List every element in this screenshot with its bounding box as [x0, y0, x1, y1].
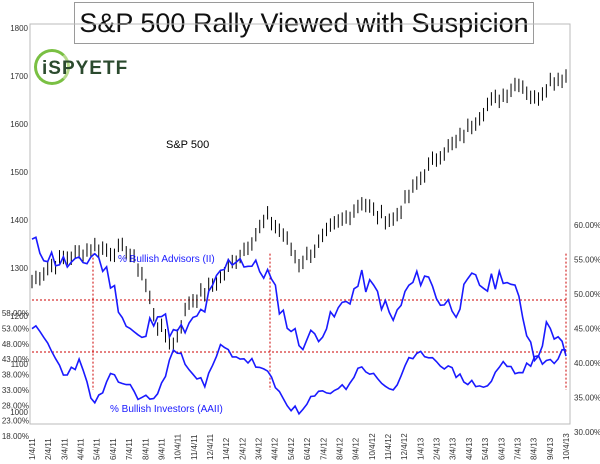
left-tick-label: 1200: [10, 312, 28, 321]
logo-ring-icon: [34, 49, 70, 85]
investors-label: % Bullish Investors (AAII): [110, 404, 223, 415]
sp500-price-bars: [31, 69, 567, 352]
logo-text-word: SPYETF: [48, 58, 129, 79]
x-tick-label: 7/4/12: [319, 437, 328, 460]
sp500-label: S&P 500: [166, 139, 209, 151]
x-tick-label: 2/4/11: [44, 438, 53, 460]
left-lower-tick-label: 43.00%: [2, 355, 29, 364]
x-tick-label: 10/4/13: [562, 433, 571, 460]
x-axis: 1/4/11 2/4/11 3/4/11 4/4/11 5/4/11 6/4/11 7/4/…: [28, 433, 571, 460]
right-tick-label: 35.00%: [574, 394, 600, 403]
x-tick-label: 3/4/11: [60, 438, 69, 460]
investors-line: [31, 324, 567, 416]
left-tick-label: 1100: [11, 360, 29, 369]
x-tick-label: 11/4/11: [190, 434, 199, 460]
left-tick-label: 1300: [10, 264, 28, 273]
left-tick-label: 1500: [10, 168, 28, 177]
x-tick-label: 12/4/12: [400, 433, 409, 460]
x-tick-label: 5/4/12: [287, 437, 296, 460]
plot-frame: [29, 23, 571, 425]
x-tick-label: 4/4/13: [465, 437, 474, 460]
x-tick-label: 9/4/12: [352, 437, 361, 460]
x-tick-label: 6/4/12: [303, 437, 312, 460]
x-tick-label: 8/4/11: [141, 438, 150, 460]
sentiment-lines: [31, 236, 567, 416]
left-lower-tick-label: 53.00%: [2, 324, 29, 333]
x-tick-label: 9/4/11: [157, 438, 166, 460]
left-lower-axis: 18.00% 23.00% 28.00% 33.00% 38.00% 43.00% 48.0…: [2, 309, 29, 441]
x-tick-label: 8/4/12: [335, 437, 344, 460]
right-tick-label: 50.00%: [574, 290, 600, 299]
x-tick-label: 10/4/12: [368, 433, 377, 460]
x-tick-label: 11/4/12: [384, 433, 393, 460]
right-tick-label: 40.00%: [574, 359, 600, 368]
x-tick-label: 5/4/11: [93, 438, 102, 460]
x-tick-label: 3/4/12: [255, 437, 264, 460]
right-tick-label: 55.00%: [574, 256, 600, 265]
right-tick-label: 60.00%: [574, 221, 600, 230]
x-tick-label: 12/4/11: [206, 433, 215, 460]
x-tick-label: 7/4/13: [513, 437, 522, 460]
x-tick-label: 6/4/11: [109, 438, 118, 460]
x-tick-label: 4/4/11: [77, 438, 86, 460]
x-tick-label: 2/4/13: [433, 437, 442, 460]
left-tick-label: 1400: [10, 216, 28, 225]
left-tick-label: 1700: [10, 72, 28, 81]
x-tick-label: 9/4/13: [546, 437, 555, 460]
x-tick-label: 8/4/13: [530, 437, 539, 460]
series-labels: S&P 500 % Bullish Advisors (II) % Bullish …: [110, 139, 223, 415]
right-tick-label: 30.00%: [574, 428, 600, 437]
ispyetf-logo: iSPYETF: [34, 49, 129, 85]
x-tick-label: 4/4/12: [271, 437, 280, 460]
x-tick-label: 1/4/12: [222, 437, 231, 460]
left-tick-label: 1000: [10, 408, 28, 417]
left-lower-tick-label: 28.00%: [2, 401, 29, 410]
right-tick-label: 45.00%: [574, 325, 600, 334]
red-markers: [32, 253, 568, 390]
advisors-line: [31, 236, 567, 363]
x-tick-label: 10/4/11: [174, 433, 183, 460]
left-lower-tick-label: 33.00%: [2, 386, 29, 395]
left-lower-tick-label: 23.00%: [2, 417, 29, 426]
x-tick-label: 6/4/13: [497, 437, 506, 460]
advisors-label: % Bullish Advisors (II): [118, 254, 215, 265]
x-tick-label: 3/4/13: [449, 437, 458, 460]
left-lower-tick-label: 38.00%: [2, 371, 29, 380]
chart-title: S&P 500 Rally Viewed with Suspicion: [74, 2, 534, 44]
left-lower-tick-label: 58.00%: [2, 309, 29, 318]
left-tick-label: 1600: [10, 120, 28, 129]
left-lower-tick-label: 18.00%: [2, 432, 29, 441]
x-tick-label: 1/4/11: [28, 438, 37, 460]
x-tick-label: 5/4/13: [481, 437, 490, 460]
logo-text: iSPYETF: [42, 58, 129, 79]
left-axis: 1000 1100 1200 1300 1400 1500 1600 1700 1800: [10, 24, 28, 417]
x-tick-label: 7/4/11: [125, 438, 134, 460]
left-lower-tick-label: 48.00%: [2, 340, 29, 349]
left-tick-label: 1800: [10, 24, 28, 33]
x-tick-label: 1/4/13: [416, 437, 425, 460]
x-tick-label: 2/4/12: [238, 437, 247, 460]
right-axis: 30.00% 35.00% 40.00% 45.00% 50.00% 55.00% 60.0…: [574, 221, 600, 437]
